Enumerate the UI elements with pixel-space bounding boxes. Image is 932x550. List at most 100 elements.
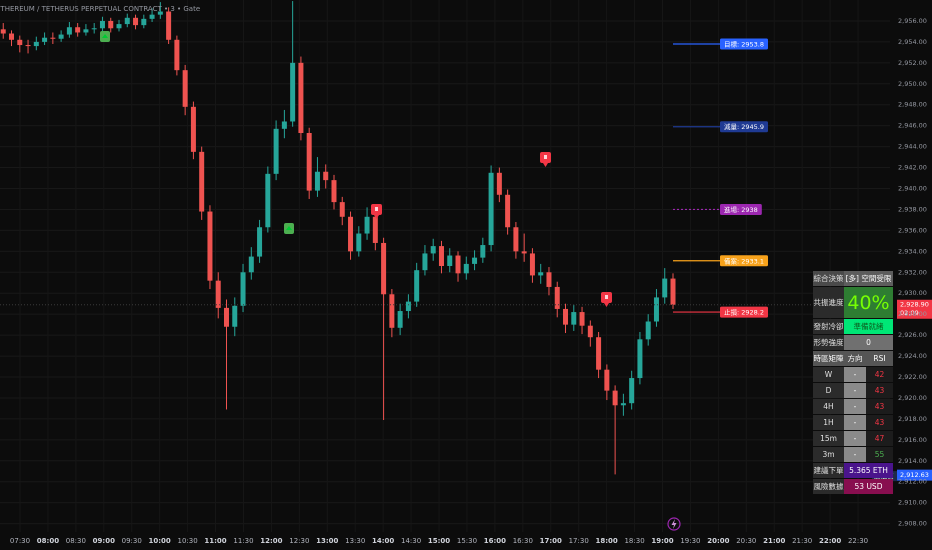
- signal-panel: 綜合決策 [多] 空間受限 共振進度 40% 發射冷卻 準備就緒 形勢強度 0 時區矩陣 方向 RS…: [813, 270, 893, 495]
- panel-cell: 發射冷卻: [813, 319, 844, 334]
- low-marker-label: 2,912.63: [900, 471, 929, 479]
- level-tag: [720, 306, 768, 318]
- x-tick-label: 11:30: [233, 537, 253, 545]
- candle-body: [612, 390, 618, 406]
- candle-body: [587, 325, 593, 338]
- x-tick-label: 13:30: [345, 537, 365, 545]
- candle-body: [157, 11, 163, 15]
- buy-signal: [284, 223, 294, 234]
- x-tick-label: 16:30: [513, 537, 533, 545]
- y-tick-label: 2,926.00: [898, 331, 927, 339]
- panel-cell: RSI: [866, 351, 893, 366]
- candle-body: [174, 39, 180, 71]
- y-tick-label: 2,910.00: [898, 499, 927, 507]
- candle-body: [356, 233, 362, 252]
- level-label: 進場: 2938: [724, 205, 758, 214]
- candle-body: [620, 403, 626, 406]
- candle-body: [199, 151, 205, 212]
- candle-body: [381, 242, 387, 295]
- level-label: 減量: 2945.9: [724, 122, 764, 131]
- y-tick-label: 2,930.00: [898, 289, 927, 297]
- level-label: 止損: 2928.2: [724, 308, 764, 317]
- panel-cell: -: [844, 399, 866, 414]
- panel-cell: -: [844, 367, 866, 382]
- panel-cell: -: [844, 383, 866, 398]
- y-tick-label: 2,914.00: [898, 457, 927, 465]
- sell-signal: [371, 204, 382, 219]
- candle-body: [75, 27, 81, 33]
- candle-body: [505, 194, 511, 228]
- panel-cell: 43: [866, 415, 893, 430]
- x-tick-label: 10:00: [149, 537, 171, 545]
- panel-cell: 53 USD: [844, 479, 893, 494]
- panel-cell: 4H: [813, 399, 844, 414]
- x-tick-label: 07:30: [10, 537, 30, 545]
- x-tick-label: 08:00: [37, 537, 59, 545]
- candle-body: [9, 33, 15, 40]
- candle-body: [414, 270, 420, 302]
- candle-body: [546, 272, 552, 287]
- x-tick-label: 08:30: [66, 537, 86, 545]
- candle-body: [207, 211, 213, 281]
- y-tick-label: 2,942.00: [898, 164, 927, 172]
- panel-row: 綜合決策 [多] 空間受限: [813, 271, 893, 286]
- y-tick-label: 2,954.00: [898, 38, 927, 46]
- candle-body: [323, 171, 329, 181]
- buy-signal: [100, 31, 110, 42]
- y-tick-label: 2,940.00: [898, 185, 927, 193]
- panel-row: 時區矩陣 方向 RSI: [813, 351, 893, 366]
- x-tick-label: 16:00: [484, 537, 506, 545]
- candle-body: [133, 17, 139, 26]
- panel-cell: 42: [866, 367, 893, 382]
- x-tick-label: 22:30: [848, 537, 868, 545]
- candle-body: [331, 180, 337, 203]
- candle-body: [455, 255, 461, 274]
- panel-cell: 15m: [813, 431, 844, 446]
- level-tag: [720, 203, 762, 215]
- candle-body: [488, 172, 494, 246]
- candle-body: [149, 14, 155, 19]
- level-tag: [720, 121, 768, 133]
- panel-cell: -: [844, 447, 866, 462]
- candle-body: [141, 18, 147, 26]
- panel-cell: 形勢強度: [813, 335, 844, 350]
- candle-body: [496, 172, 502, 195]
- x-tick-label: 13:00: [316, 537, 338, 545]
- candle-body: [670, 278, 676, 305]
- candle-body: [281, 121, 287, 129]
- panel-row: 建議下單 5.365 ETH: [813, 463, 893, 478]
- panel-cell: 時區矩陣: [813, 351, 844, 366]
- candle-body: [223, 307, 229, 327]
- y-tick-label: 2,932.00: [898, 268, 927, 276]
- x-tick-label: 09:00: [93, 537, 115, 545]
- candle-body: [83, 29, 89, 33]
- x-tick-label: 17:00: [540, 537, 562, 545]
- candle-body: [116, 24, 122, 29]
- candle-body: [314, 171, 320, 191]
- candle-body: [232, 305, 238, 327]
- panel-cell: 方向: [844, 351, 866, 366]
- panel-cell: W: [813, 367, 844, 382]
- y-tick-label: 2,952.00: [898, 59, 927, 67]
- x-tick-label: 14:30: [401, 537, 421, 545]
- candle-body: [348, 216, 354, 252]
- candle-body: [339, 202, 345, 217]
- panel-cell: 準備就緒: [844, 319, 893, 334]
- candle-body: [645, 321, 651, 340]
- candle-body: [33, 41, 39, 47]
- candle-body: [17, 39, 23, 46]
- panel-cell: 47: [866, 431, 893, 446]
- candle-body: [298, 62, 304, 134]
- y-tick-label: 2,908.00: [898, 520, 927, 528]
- y-tick-label: 2,936.00: [898, 226, 927, 234]
- x-tick-label: 19:30: [680, 537, 700, 545]
- level-tag: [720, 255, 768, 267]
- panel-row: 發射冷卻 準備就緒: [813, 319, 893, 334]
- candle-body: [124, 17, 130, 25]
- candle-body: [248, 256, 254, 273]
- level-tag: [720, 38, 768, 50]
- panel-row: 共振進度 40%: [813, 287, 893, 318]
- candle-body: [240, 272, 246, 306]
- sell-signal: [540, 152, 551, 167]
- candle-body: [529, 253, 535, 276]
